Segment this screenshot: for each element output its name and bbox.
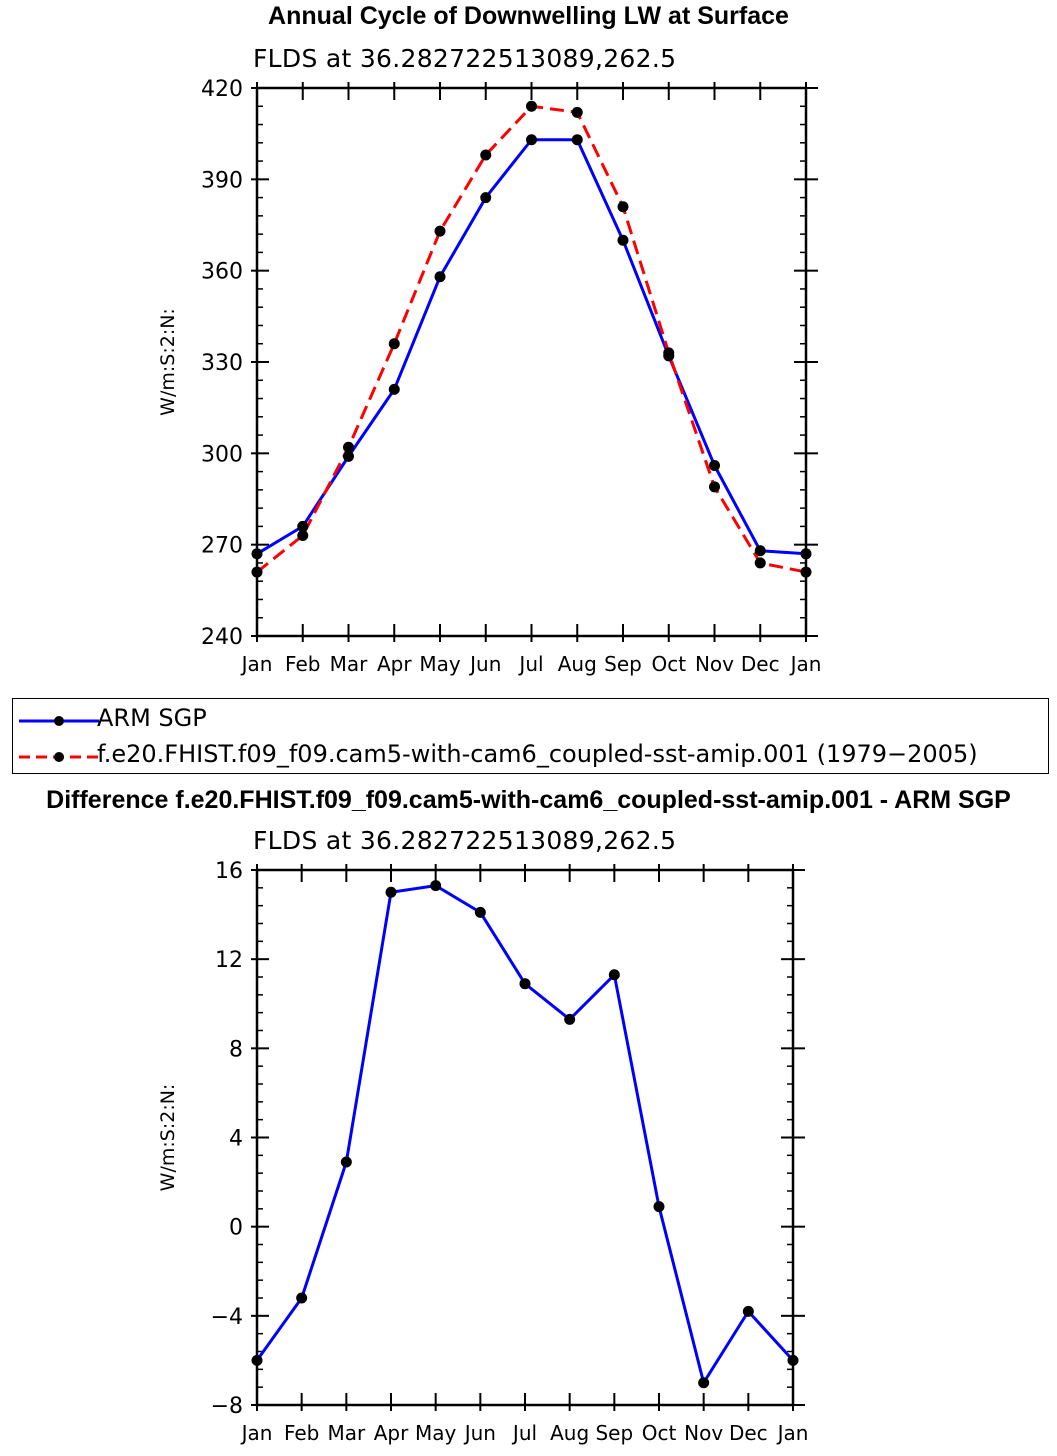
chart-2-subtitle: FLDS at 36.282722513089,262.5 [253,826,677,855]
y-tick-label: 330 [201,351,243,376]
data-point-1 [434,225,446,237]
x-tick-label: Feb [285,652,320,676]
x-tick-label: May [419,652,461,676]
y-tick-label: −4 [211,1305,243,1330]
data-point-0 [340,1156,352,1168]
y-axis-label: W/m:S:2:N: [157,1084,179,1192]
y-tick-label: 0 [229,1216,243,1241]
data-point-0 [480,192,492,204]
x-tick-label: Sep [595,1421,633,1445]
data-point-0 [430,880,442,892]
legend-label: ARM SGP [97,704,207,732]
data-point-1 [297,530,309,542]
y-tick-label: 240 [201,625,243,650]
legend-swatch-dashed-icon [19,752,99,762]
x-tick-label: Mar [330,652,369,676]
x-tick-label: Dec [729,1421,768,1445]
data-point-1 [343,441,354,453]
x-tick-label: Apr [377,652,412,676]
x-tick-label: Feb [284,1421,319,1445]
data-point-1 [480,149,492,161]
data-point-0 [709,460,720,472]
y-tick-label: 270 [201,534,243,559]
data-point-0 [296,1292,308,1304]
series-line-1 [256,104,807,574]
data-point-0 [608,969,620,981]
data-point-0 [742,1305,754,1317]
data-point-0 [787,1354,799,1366]
legend: ARM SGP f.e20.FHIST.f09_f09.cam5-with-ca… [12,698,1049,774]
y-axis-label: W/m:S:2:N: [157,308,179,416]
x-tick-label: Jul [511,1421,537,1445]
data-point-0 [251,1354,263,1366]
data-point-1 [388,338,400,350]
chart-1: 240 270 300 330 360 390 420 Jan Feb Mar Apr May Jun J… [157,77,822,676]
data-point-1 [617,201,629,213]
legend-entry-arm-sgp: ARM SGP [13,701,1048,737]
x-tick-label: Oct [642,1421,677,1445]
legend-label: f.e20.FHIST.f09_f09.cam5-with-cam6_coupl… [97,740,978,768]
chart-2-title: Difference f.e20.FHIST.f09_f09.cam5-with… [46,786,1011,814]
x-tick-label: Jan [776,1421,809,1445]
chart-2: −8 −4 0 4 8 12 16 Jan Feb Mar Apr May Jun Jul Aug Sep Oc… [157,859,809,1445]
data-point-0 [474,906,486,918]
plot-frame [255,86,808,638]
x-tick-label: Jul [517,652,543,676]
x-tick-label: Dec [741,652,780,676]
data-point-0 [251,548,263,560]
x-tick-label: Sep [604,652,642,676]
x-tick-label: May [415,1421,457,1445]
x-tick-label: Nov [695,652,734,676]
x-tick-label: Nov [684,1421,723,1445]
data-point-0 [343,450,354,462]
x-tick-label: Jan [240,1421,273,1445]
data-point-0 [617,234,629,246]
y-tick-label: 12 [215,948,243,973]
data-point-1 [526,100,537,112]
data-point-1 [800,566,812,578]
y-tick-label: 16 [215,859,243,884]
data-point-0 [388,383,400,395]
x-tick-label: Mar [327,1421,366,1445]
y-tick-label: −8 [211,1394,243,1419]
x-tick-label: Apr [374,1421,409,1445]
data-point-0 [754,545,766,557]
series-line-0 [256,138,807,556]
chart-1-subtitle: FLDS at 36.282722513089,262.5 [253,44,677,73]
data-point-0 [571,134,583,146]
x-tick-label: Oct [651,652,686,676]
y-tick-label: 300 [201,442,243,467]
data-point-0 [519,978,531,990]
x-tick-label: Jan [240,652,273,676]
data-point-1 [709,481,720,493]
y-tick-label: 8 [229,1037,243,1062]
data-point-0 [564,1013,576,1025]
chart-1-title: Annual Cycle of Downwelling LW at Surfac… [268,2,789,30]
legend-entry-model: f.e20.FHIST.f09_f09.cam5-with-cam6_coupl… [13,737,1048,773]
data-point-1 [571,106,583,118]
plot-frame [255,868,795,1407]
data-point-0 [385,886,397,898]
x-tick-label: Jun [468,652,501,676]
data-point-0 [297,520,309,532]
data-point-1 [754,557,766,569]
x-tick-label: Jun [463,1421,496,1445]
data-point-1 [251,566,263,578]
data-point-0 [800,548,812,560]
x-tick-label: Aug [558,652,597,676]
legend-swatch-solid-icon [19,716,99,726]
x-tick-label: Aug [550,1421,589,1445]
data-point-0 [653,1201,665,1213]
data-point-0 [698,1377,710,1389]
y-tick-label: 360 [201,260,243,285]
x-tick-label: Jan [789,652,822,676]
y-tick-label: 390 [201,168,243,193]
data-point-0 [434,271,446,283]
y-tick-label: 4 [229,1127,243,1152]
series-line-0 [255,884,795,1385]
y-tick-label: 420 [201,77,243,102]
data-point-1 [663,347,675,359]
data-point-0 [526,134,537,146]
